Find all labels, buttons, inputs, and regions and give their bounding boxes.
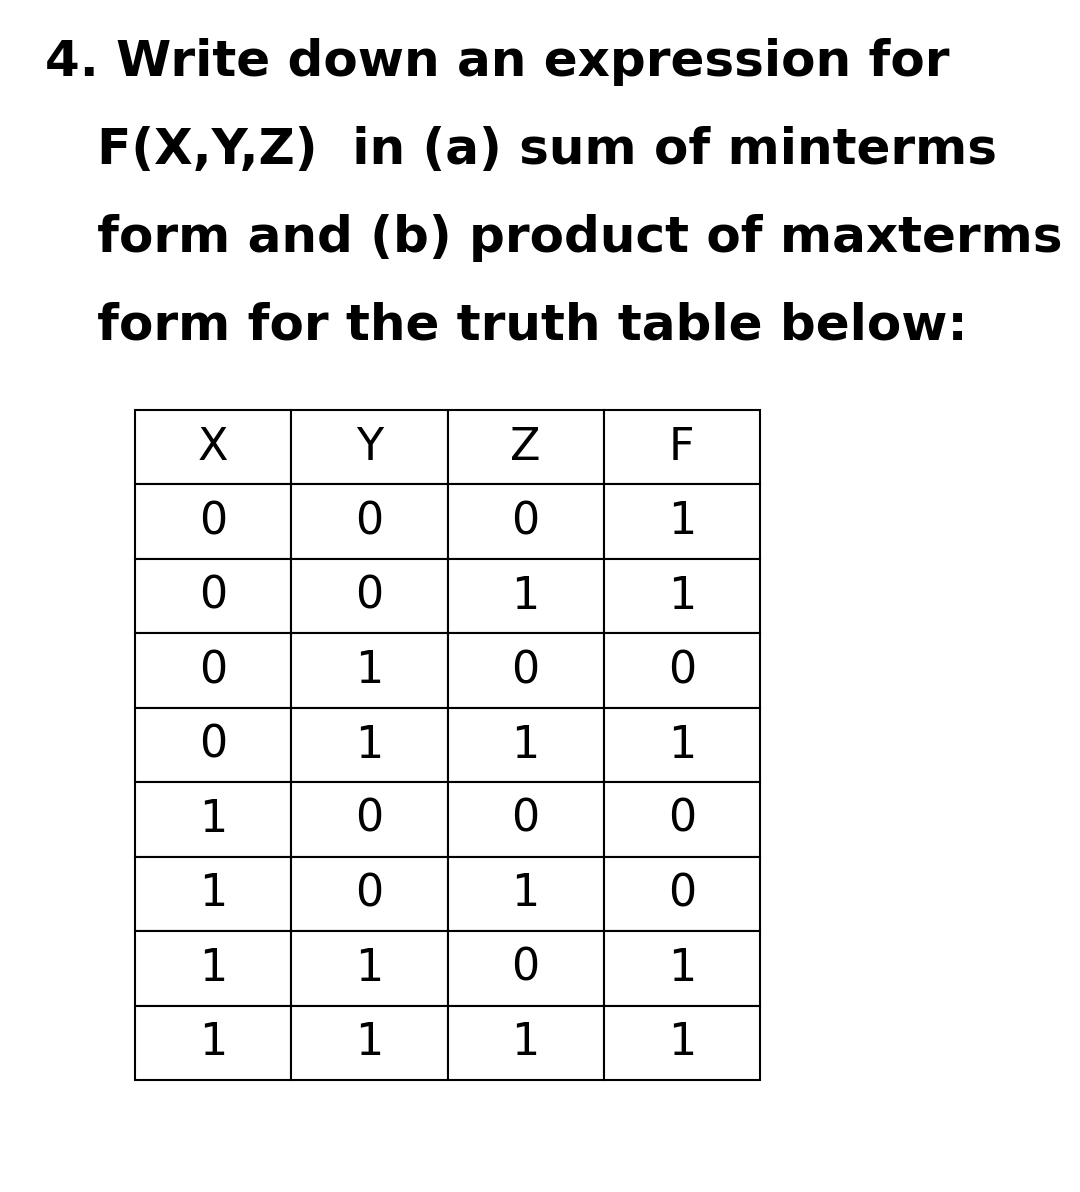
Bar [604,410,760,484]
Text: 1: 1 [355,650,383,693]
Text: 0: 0 [355,797,383,840]
Text: 1: 1 [512,724,540,766]
Bar [604,559,760,633]
Bar [135,931,292,1006]
Text: 0: 0 [512,650,540,693]
Bar [135,1006,292,1080]
Bar [135,857,292,931]
Bar [135,410,292,484]
Text: 0: 0 [355,575,383,617]
Text: 0: 0 [355,873,383,915]
Bar [135,782,292,857]
Text: 1: 1 [512,873,540,915]
Bar [292,484,447,559]
Bar [135,484,292,559]
Text: 1: 1 [667,724,696,766]
Text: Y: Y [355,426,383,468]
Text: 1: 1 [355,724,383,766]
Bar [292,1006,447,1080]
Bar [604,931,760,1006]
Text: 1: 1 [355,1022,383,1064]
Text: 1: 1 [199,946,227,989]
Bar [292,931,447,1006]
Bar [447,559,604,633]
Text: 0: 0 [199,575,227,617]
Bar [292,708,447,782]
Text: 1: 1 [667,575,696,617]
Text: 1: 1 [667,1022,696,1064]
Bar [135,633,292,708]
Bar [447,782,604,857]
Bar [447,410,604,484]
Text: 1: 1 [667,946,696,989]
Text: form for the truth table below:: form for the truth table below: [45,302,968,350]
Bar [447,633,604,708]
Text: 1: 1 [199,797,227,840]
Text: F: F [670,426,694,468]
Text: 4. Write down an expression for: 4. Write down an expression for [45,38,949,86]
Text: 0: 0 [667,797,696,840]
Text: 0: 0 [512,946,540,989]
Text: 0: 0 [512,501,540,544]
Bar [604,708,760,782]
Text: 0: 0 [199,501,227,544]
Bar [292,857,447,931]
Text: 1: 1 [355,946,383,989]
Bar [447,484,604,559]
Bar [604,484,760,559]
Bar [447,708,604,782]
Text: 0: 0 [199,650,227,693]
Bar [447,857,604,931]
Text: 1: 1 [199,1022,227,1064]
Bar [447,931,604,1006]
Text: 1: 1 [667,501,696,544]
Bar [604,857,760,931]
Bar [604,782,760,857]
Text: form and (b) product of maxterms: form and (b) product of maxterms [45,215,1063,262]
Bar [135,708,292,782]
Bar [135,559,292,633]
Text: 0: 0 [512,797,540,840]
Text: 1: 1 [512,1022,540,1064]
Text: F(X,Y,Z)  in (a) sum of minterms: F(X,Y,Z) in (a) sum of minterms [45,126,997,174]
Bar [604,1006,760,1080]
Bar [292,559,447,633]
Bar [292,410,447,484]
Text: 1: 1 [199,873,227,915]
Bar [292,633,447,708]
Bar [292,782,447,857]
Text: X: X [198,426,228,468]
Text: Z: Z [511,426,541,468]
Text: 0: 0 [355,501,383,544]
Bar [447,1006,604,1080]
Text: 0: 0 [199,724,227,766]
Text: 0: 0 [667,650,696,693]
Text: 0: 0 [667,873,696,915]
Text: 1: 1 [512,575,540,617]
Bar [604,633,760,708]
